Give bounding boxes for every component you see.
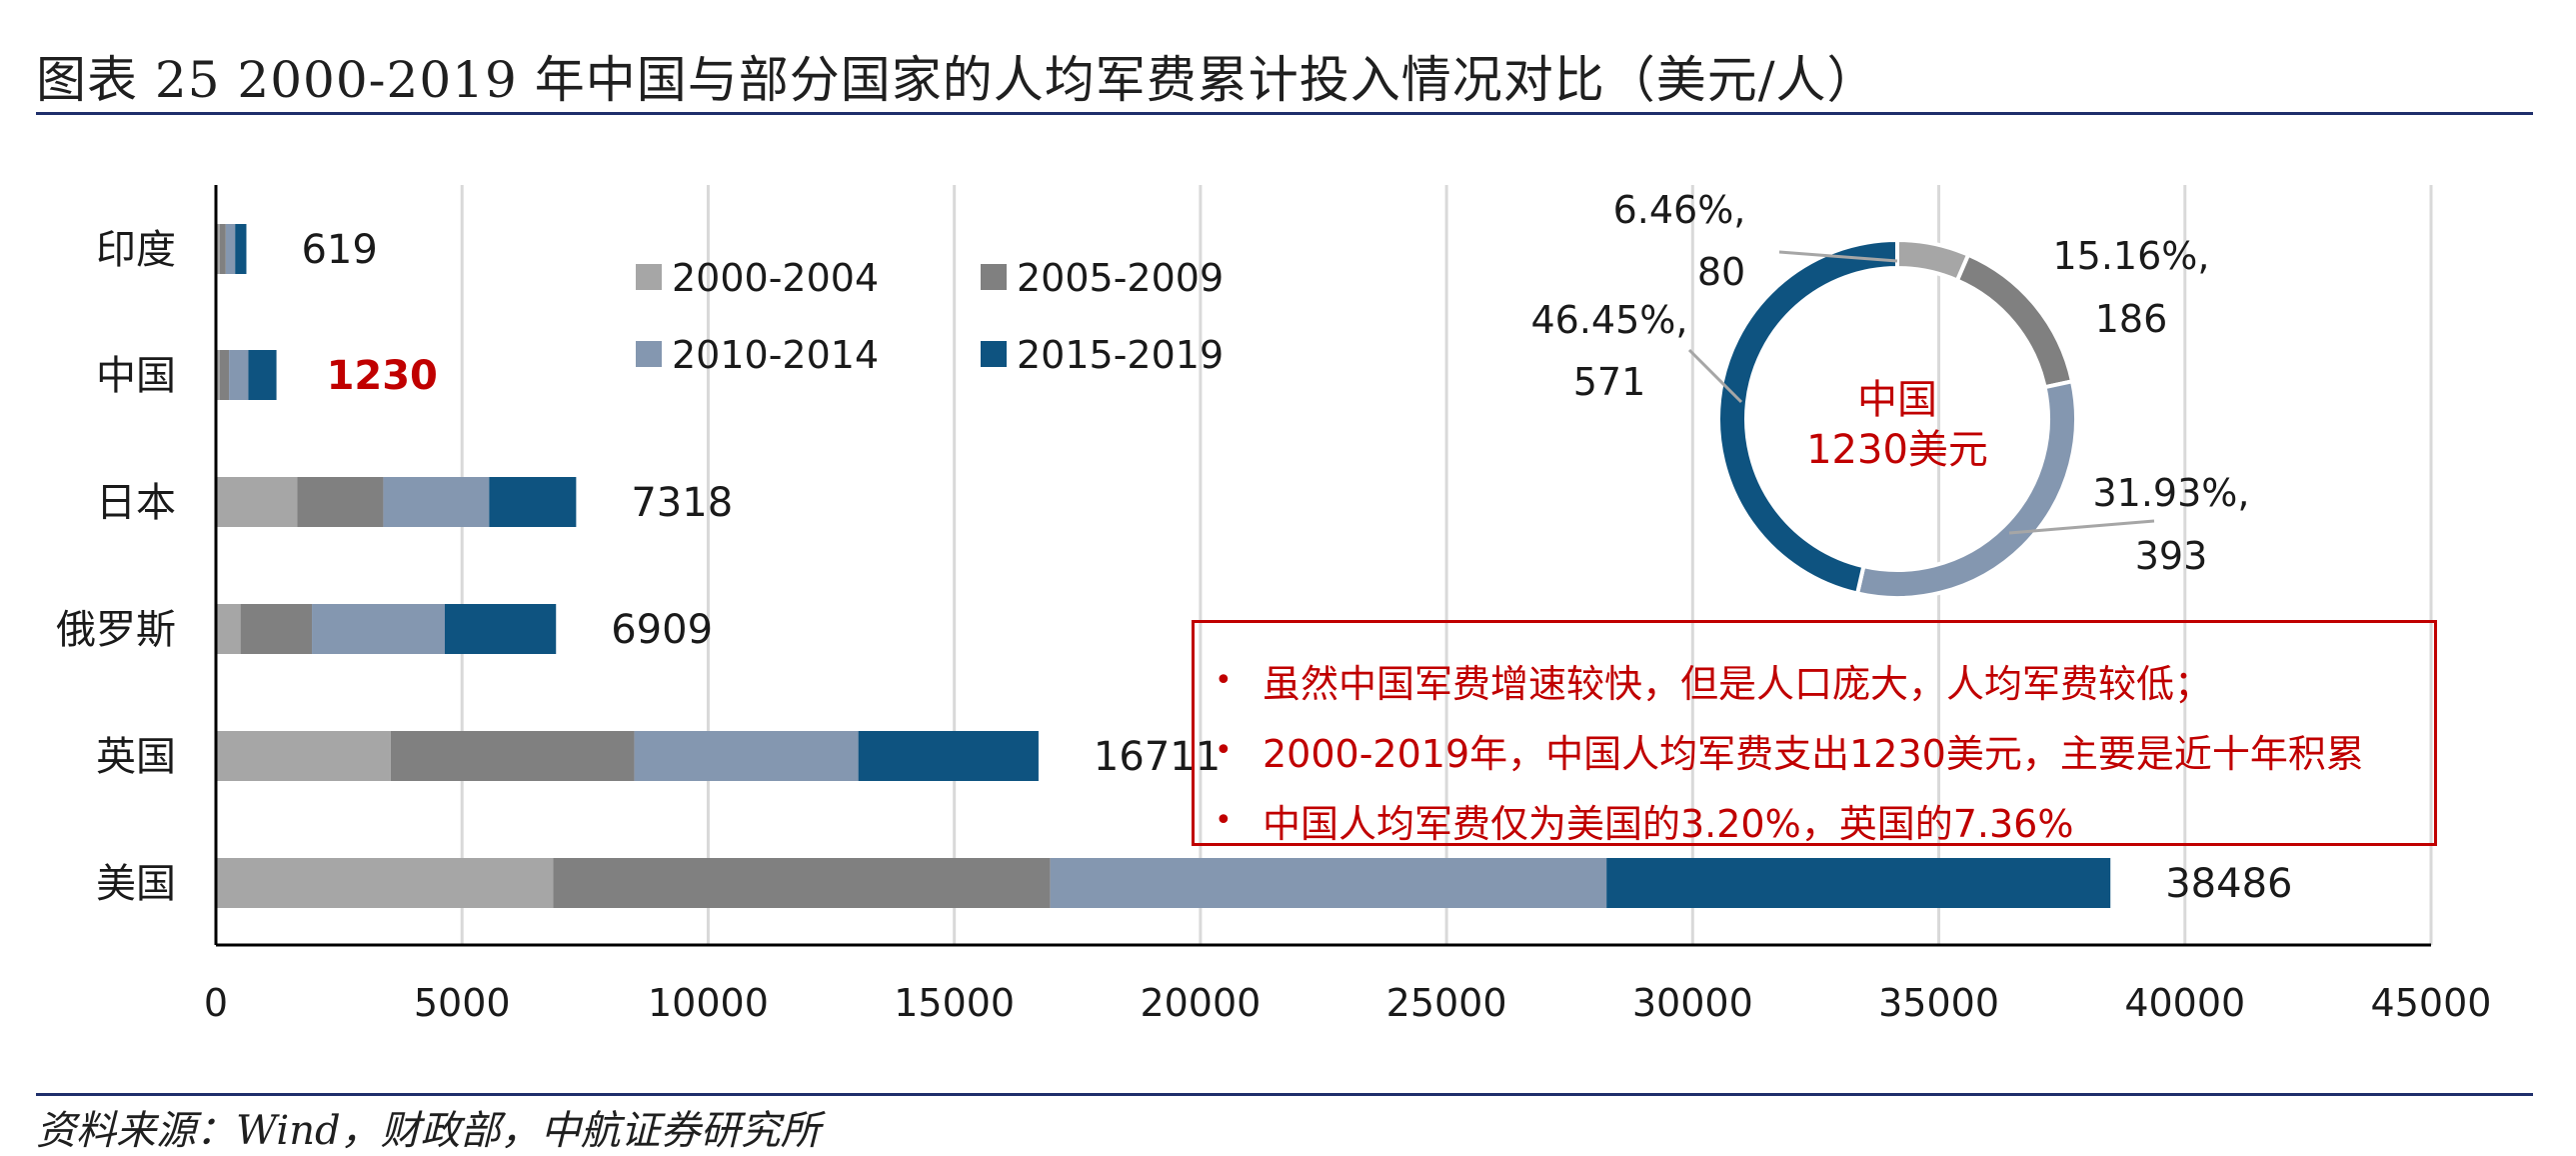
- callout-note-1-text: 虽然中国军费增速较快，但是人口庞大，人均军费较低；: [1263, 661, 2213, 706]
- donut-percent-label: 46.45%,: [1531, 298, 1688, 342]
- callout-box: • 虽然中国军费增速较快，但是人口庞大，人均军费较低； • 2000-2019年…: [1192, 620, 2437, 846]
- bar-segment: [216, 858, 554, 908]
- bar-segment: [634, 731, 859, 781]
- bar-segment: [858, 731, 1039, 781]
- donut-percent-label: 6.46%,: [1613, 188, 1746, 232]
- donut-value-label: 393: [2135, 534, 2208, 578]
- x-tick-label: 5000: [414, 981, 511, 1025]
- bar-segment: [235, 224, 247, 274]
- bar-segment: [216, 731, 391, 781]
- callout-note-2: • 2000-2019年，中国人均军费支出1230美元，主要是近十年积累: [1215, 715, 2434, 785]
- callout-note-1: • 虽然中国军费增速较快，但是人口庞大，人均军费较低；: [1215, 645, 2434, 715]
- bar-segment: [553, 858, 1051, 908]
- axes: 0 5000 10000 15000 20000 25000 30000 35000 40000…: [56, 185, 2491, 1025]
- category-label: 日本: [96, 480, 176, 526]
- x-tick-label: 30000: [1632, 981, 1753, 1025]
- bar-total-label: 7318: [631, 480, 733, 526]
- bar-segment: [216, 604, 241, 654]
- bar-segment: [216, 477, 298, 527]
- source-note: 资料来源：Wind，财政部，中航证券研究所: [36, 1108, 821, 1154]
- legend-label: 2010-2014: [672, 333, 879, 377]
- donut-value-label: 571: [1573, 360, 1646, 404]
- bullet-3: •: [1215, 802, 1233, 838]
- category-label: 印度: [96, 227, 176, 273]
- leader-line: [2008, 519, 2155, 535]
- x-tick-label: 35000: [1878, 981, 1999, 1025]
- legend: 2000-2004 2005-2009 2010-2014 2015-2019: [636, 256, 1224, 377]
- callout-note-3: • 中国人均军费仅为美国的3.20%，英国的7.36%: [1215, 785, 2434, 855]
- x-tick-label: 10000: [648, 981, 769, 1025]
- bar-segment: [383, 477, 490, 527]
- x-tick-label: 20000: [1140, 981, 1261, 1025]
- bar-total-label: 6909: [611, 607, 713, 653]
- bar-segment: [225, 224, 236, 274]
- bar-segment: [297, 477, 384, 527]
- bar-total-label: 38486: [2165, 861, 2292, 907]
- category-label: 俄罗斯: [56, 607, 176, 653]
- bullet-2: •: [1215, 732, 1233, 768]
- bar-segment: [390, 731, 635, 781]
- donut-value-label: 80: [1697, 250, 1745, 294]
- bar-total-label: 16711: [1094, 734, 1221, 780]
- category-label: 中国: [96, 353, 176, 399]
- callout-note-2-text: 2000-2019年，中国人均军费支出1230美元，主要是近十年积累: [1263, 731, 2364, 776]
- bar-segment: [240, 604, 313, 654]
- leader-line: [1778, 250, 1898, 263]
- donut-slice: [1716, 237, 1899, 596]
- footer-rule: [36, 1093, 2533, 1096]
- category-label: 英国: [96, 734, 176, 780]
- title-rule: [36, 112, 2533, 115]
- legend-swatch: [636, 264, 662, 290]
- legend-swatch: [981, 341, 1007, 367]
- x-tick-label: 0: [204, 981, 228, 1025]
- donut-center-value: 1230美元: [1806, 427, 1988, 473]
- bar-segment: [219, 224, 226, 274]
- legend-label: 2015-2019: [1017, 333, 1224, 377]
- donut-chart: 6.46%, 80 15.16%, 186 31.93%, 393 46.45%, 571 中国…: [1531, 188, 2250, 600]
- bar-segment: [219, 350, 230, 400]
- donut-value-label: 186: [2095, 297, 2168, 341]
- bar-segment: [312, 604, 445, 654]
- donut-center-title: 中国: [1857, 377, 1937, 423]
- donut-percent-label: 31.93%,: [2093, 471, 2250, 515]
- x-tick-label: 40000: [2124, 981, 2245, 1025]
- legend-label: 2000-2004: [672, 256, 879, 300]
- bar-segment: [489, 477, 577, 527]
- page-title: 图表 25 2000-2019 年中国与部分国家的人均军费累计投入情况对比（美元…: [36, 51, 1878, 109]
- bar-segment: [1606, 858, 2111, 908]
- bullet-1: •: [1215, 662, 1233, 698]
- x-tick-label: 45000: [2371, 981, 2492, 1025]
- bar-segment: [1050, 858, 1607, 908]
- leader-line: [1687, 348, 1743, 404]
- x-tick-label: 25000: [1386, 981, 1507, 1025]
- legend-swatch: [636, 341, 662, 367]
- donut-percent-label: 15.16%,: [2053, 234, 2210, 278]
- bar-segment: [216, 350, 220, 400]
- bar-segment: [444, 604, 557, 654]
- category-label: 美国: [96, 861, 176, 907]
- legend-label: 2005-2009: [1017, 256, 1224, 300]
- bar-total-label: 619: [301, 227, 377, 273]
- legend-swatch: [981, 264, 1007, 290]
- stacked-bars: 619 1230 7318 6909 16711 38486: [216, 224, 2292, 908]
- bar-segment: [216, 224, 220, 274]
- bar-segment: [248, 350, 277, 400]
- callout-note-3-text: 中国人均军费仅为美国的3.20%，英国的7.36%: [1263, 801, 2074, 846]
- bar-segment: [229, 350, 249, 400]
- x-tick-label: 15000: [894, 981, 1015, 1025]
- bar-total-label: 1230: [327, 353, 438, 399]
